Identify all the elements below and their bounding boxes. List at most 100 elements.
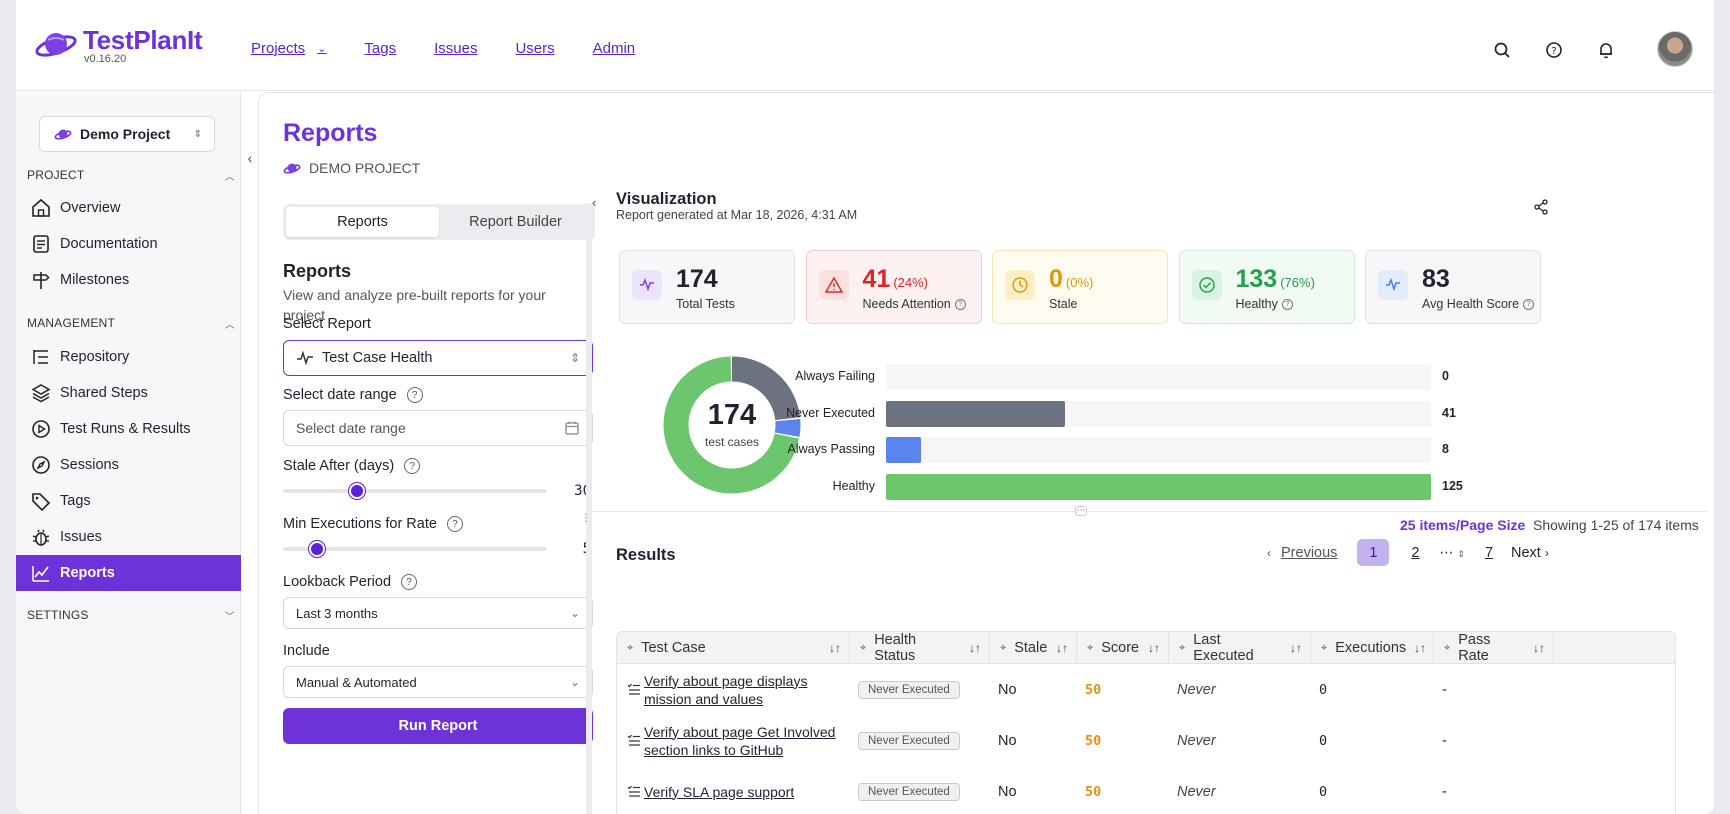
nav-admin[interactable]: Admin	[592, 40, 636, 57]
chevron-left-icon[interactable]: ‹	[1267, 545, 1271, 560]
resize-handle-icon[interactable]: ⋯	[1075, 505, 1087, 516]
nav-tags[interactable]: Tags	[364, 40, 397, 57]
chevron-up-icon: ︿	[224, 172, 235, 183]
column-header[interactable]: ⌖ Last Executed ↓↑	[1169, 632, 1311, 664]
sidebar-item-milestones[interactable]: Milestones	[16, 262, 241, 298]
project-selector[interactable]: Demo Project ⇕	[39, 116, 215, 152]
run-report-button[interactable]: Run Report	[283, 708, 593, 744]
showing-count: Showing 1-25 of 174 items	[1533, 517, 1699, 533]
bell-icon[interactable]	[1596, 40, 1616, 60]
page-7-link[interactable]: 7	[1484, 544, 1494, 561]
column-filter-icon[interactable]: ⌖	[1000, 641, 1007, 654]
donut-total: 174	[707, 399, 757, 431]
sort-icon[interactable]: ↓↑	[1533, 641, 1545, 655]
play-circle-icon	[32, 420, 50, 438]
previous-page-link[interactable]: Previous	[1281, 544, 1338, 561]
page-size-selector[interactable]: 25 items/Page Size	[1400, 517, 1526, 533]
column-filter-icon[interactable]: ⌖	[627, 641, 634, 654]
nav-issues[interactable]: Issues	[434, 40, 478, 57]
help-icon[interactable]: ?	[1281, 298, 1293, 310]
sort-icon[interactable]: ↓↑	[1056, 641, 1068, 655]
project-logo-icon	[283, 163, 301, 174]
help-icon[interactable]: ?	[404, 458, 421, 474]
share-icon[interactable]	[1533, 199, 1549, 215]
help-icon[interactable]: ?	[406, 387, 423, 403]
column-filter-icon[interactable]: ⌖	[1087, 641, 1094, 654]
management-section-header[interactable]: MANAGEMENT ︿	[27, 316, 237, 331]
tab-reports[interactable]: Reports	[286, 207, 439, 237]
tab-report-builder[interactable]: Report Builder	[469, 214, 562, 230]
brand-name[interactable]: TestPlanIt	[83, 25, 203, 55]
chevron-right-icon[interactable]: ›	[1544, 545, 1549, 560]
column-header[interactable]: ⌖ Health Status ↓↑	[850, 632, 990, 664]
sidebar-item-test-runs[interactable]: Test Runs & Results	[16, 411, 241, 447]
help-icon[interactable]: ?	[954, 298, 966, 310]
sort-icon[interactable]: ↓↑	[1414, 641, 1427, 655]
column-header[interactable]: ⌖ Pass Rate ↓↑	[1434, 632, 1554, 664]
help-icon[interactable]: ?	[446, 516, 463, 532]
project-section-header[interactable]: PROJECT ︿	[27, 168, 237, 183]
sort-icon[interactable]: ↓↑	[1290, 641, 1302, 655]
help-icon[interactable]: ?	[401, 574, 418, 590]
sidebar-item-shared-steps[interactable]: Shared Steps	[16, 375, 241, 411]
date-range-input[interactable]: Select date range	[283, 410, 593, 446]
help-icon[interactable]: ?	[1544, 40, 1564, 60]
bar-never-executed[interactable]	[886, 400, 1065, 427]
test-case-link[interactable]: Verify SLA page support	[644, 783, 795, 800]
next-page-link[interactable]: Next	[1511, 544, 1541, 561]
page-2-link[interactable]: 2	[1411, 544, 1420, 561]
min-executions-thumb[interactable]	[309, 541, 326, 557]
column-filter-icon[interactable]: ⌖	[1444, 641, 1451, 654]
panel-divider[interactable]	[586, 203, 592, 814]
card-percent: (0%)	[1065, 275, 1094, 290]
sidebar-item-tags[interactable]: Tags	[16, 483, 241, 519]
sidebar-item-overview[interactable]: Overview	[16, 190, 241, 226]
stale-after-slider[interactable]	[283, 483, 547, 499]
donut-slice-healthy[interactable]	[663, 356, 801, 494]
lookback-select[interactable]: Last 3 months ⌄	[283, 597, 593, 629]
column-header[interactable]: ⌖ Score ↓↑	[1077, 632, 1169, 664]
page-ellipsis-selector[interactable]: ⋯ ⇕	[1440, 544, 1465, 561]
nav-projects[interactable]: Projects ⌄	[251, 40, 326, 57]
select-report-dropdown[interactable]: Test Case Health ⇕	[283, 340, 593, 376]
sort-icon[interactable]: ↓↑	[829, 641, 841, 655]
sidebar-collapse-icon[interactable]: ‹	[247, 150, 253, 166]
nav-users[interactable]: Users	[515, 40, 555, 57]
resize-handle-icon[interactable]: ⋮	[581, 513, 591, 524]
sidebar-item-repository[interactable]: Repository	[16, 339, 241, 375]
sidebar-item-issues[interactable]: Issues	[16, 519, 241, 555]
cell-stale: No	[998, 783, 1017, 800]
cell-stale: No	[998, 732, 1017, 749]
sidebar-item-reports[interactable]: Reports	[16, 555, 241, 591]
min-executions-slider[interactable]	[283, 541, 547, 557]
column-header[interactable]: ⌖ Stale ↓↑	[990, 632, 1077, 664]
column-header[interactable]: ⌖ Test Case ↓↑	[617, 632, 850, 664]
column-header[interactable]: ⌖ Executions ↓↑	[1311, 632, 1434, 664]
bar-healthy[interactable]	[886, 473, 1431, 500]
summary-card: 0 (0%) Stale	[992, 250, 1168, 324]
user-avatar[interactable]	[1657, 31, 1693, 67]
bar-always-passing[interactable]	[886, 437, 921, 463]
test-case-link[interactable]: Verify about page Get Involved section l…	[644, 723, 836, 758]
sidebar-item-sessions[interactable]: Sessions	[16, 447, 241, 483]
cell-last-executed: Never	[1177, 783, 1216, 800]
donut-slice-always-passing[interactable]	[663, 356, 801, 494]
column-filter-icon[interactable]: ⌖	[1321, 641, 1328, 654]
page-1-button[interactable]: 1	[1357, 539, 1390, 566]
column-filter-icon[interactable]: ⌖	[1179, 641, 1186, 654]
sidebar-item-documentation[interactable]: Documentation	[16, 226, 241, 262]
column-filter-icon[interactable]: ⌖	[860, 641, 867, 654]
summary-card: 83 Avg Health Score?	[1365, 250, 1541, 324]
stale-after-thumb[interactable]	[348, 483, 365, 499]
include-select[interactable]: Manual & Automated ⌄	[283, 666, 593, 698]
settings-section-header[interactable]: SETTINGS ﹀	[27, 608, 237, 623]
search-icon[interactable]	[1492, 40, 1512, 60]
donut-slice-never-executed[interactable]	[663, 356, 801, 494]
panel-collapse-icon[interactable]: ‹	[592, 195, 597, 210]
bar-value: 125	[1442, 478, 1463, 493]
column-header-label: Health Status	[874, 632, 917, 664]
sort-icon[interactable]: ↓↑	[969, 641, 981, 655]
test-case-link[interactable]: Verify about page displays mission and v…	[644, 672, 808, 707]
help-icon[interactable]: ?	[1523, 298, 1535, 310]
sort-icon[interactable]: ↓↑	[1148, 641, 1160, 655]
